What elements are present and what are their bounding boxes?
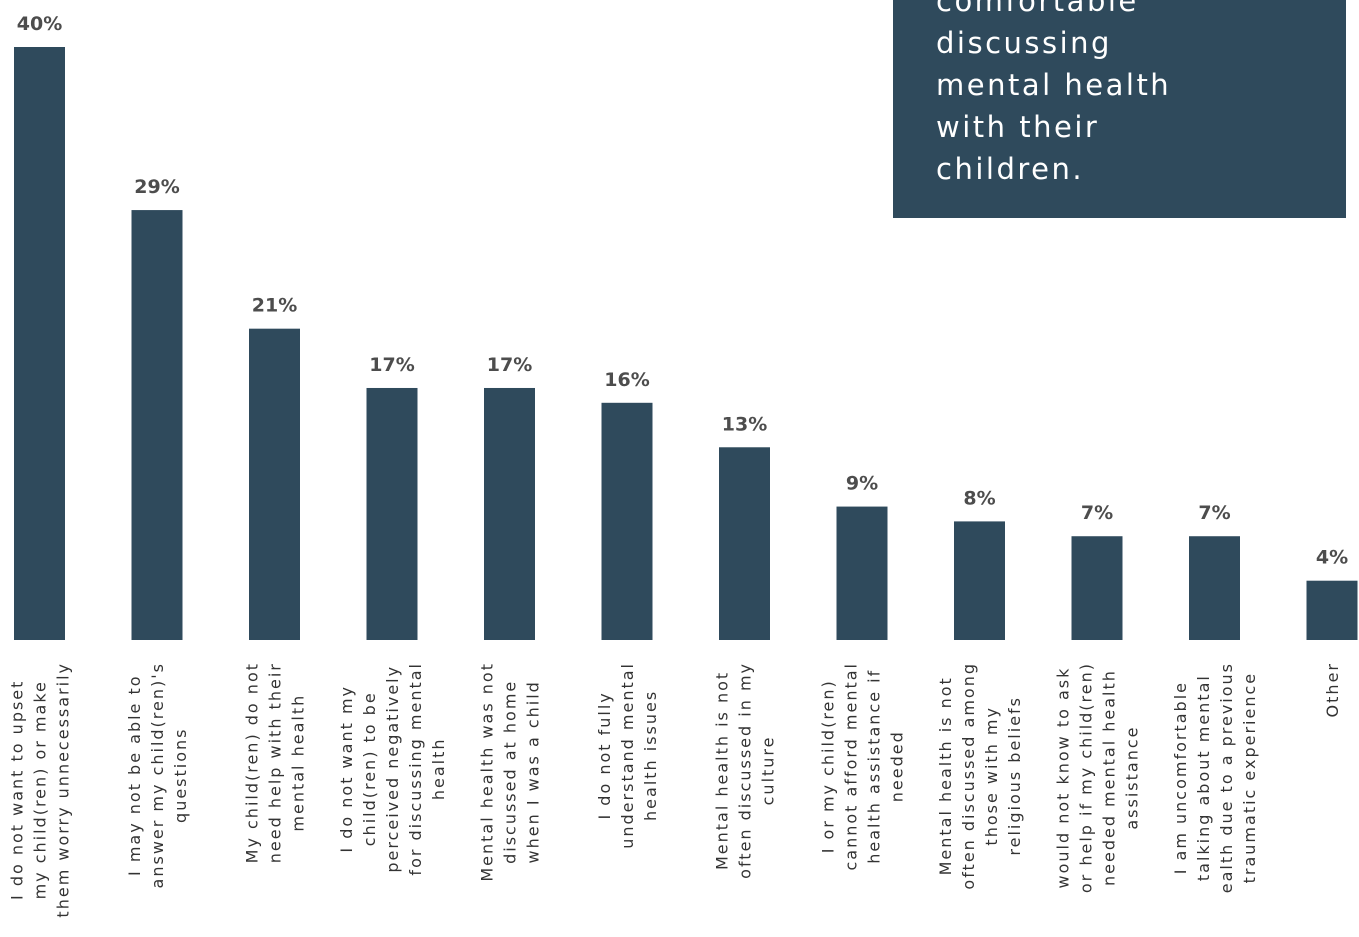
bar: [484, 387, 535, 640]
category-label-line: when I was a child: [524, 680, 543, 863]
category-label-line: often discussed among: [959, 662, 978, 890]
bar: [366, 387, 418, 640]
category-label-line: my child(ren) or make: [31, 680, 50, 899]
value-label: 16%: [604, 369, 649, 391]
category-label-line: Mental health is not: [936, 676, 955, 875]
value-label: 17%: [487, 354, 532, 376]
category-label-line: needed: [888, 730, 907, 802]
category-label-line: I do not want to upset: [8, 680, 27, 900]
category-label-line: I do not fully: [595, 691, 614, 819]
category-label-line: I or my child(ren): [819, 679, 838, 853]
category-label-line: culture: [759, 735, 778, 805]
category-labels-group: I do not want to upset my child(ren) or m…: [8, 662, 1343, 918]
category-label-line: often discussed in my: [736, 662, 755, 879]
category-label-line: Mental health was not: [478, 662, 497, 882]
bar: [249, 328, 300, 640]
bar: [131, 210, 183, 640]
category-label-line: mental health: [289, 694, 308, 832]
value-label: 7%: [1081, 502, 1113, 524]
value-label: 9%: [846, 473, 878, 495]
svg-text:Other: Other: [1323, 662, 1342, 717]
bars-group: [14, 47, 1358, 640]
category-label: Mental health is not often discussed amon…: [936, 662, 1024, 890]
category-label-line: would not know to ask: [1054, 667, 1073, 889]
category-label: I may not be able to answer my child(ren)…: [125, 662, 190, 888]
category-label: I or my child(ren) cannot afford mental he…: [819, 662, 907, 871]
callout-text: comfortable discussing mental health wit…: [936, 0, 1172, 186]
category-label-line: or help if my child(ren): [1077, 662, 1096, 893]
category-label-line: discussed at home: [501, 680, 520, 864]
category-label: My child(ren) do not need help with their…: [243, 662, 308, 863]
category-label-line: needed mental health: [1100, 669, 1119, 886]
value-label: 40%: [17, 13, 62, 35]
bar: [1071, 536, 1123, 640]
category-label-line: health issues: [641, 690, 660, 821]
bar: [14, 47, 65, 640]
bar: [1306, 580, 1358, 640]
category-label: I do not fully understand mental health is…: [595, 662, 660, 849]
category-label-line: health assistance if: [865, 669, 884, 864]
category-label-line: child(ren) to be: [360, 691, 379, 846]
category-label-line: questions: [171, 727, 190, 822]
category-label-line: My child(ren) do not: [243, 662, 262, 863]
value-label: 21%: [252, 295, 297, 317]
category-label: Mental health was not discussed at home wh…: [478, 662, 543, 882]
category-label-line: for discussing mental: [406, 662, 425, 876]
value-label: 13%: [722, 413, 767, 435]
category-label-line: Mental health is not: [713, 671, 732, 870]
category-label: Mental health is not often discussed in m…: [713, 662, 778, 879]
category-label: Other: [1323, 662, 1342, 717]
category-label-line: religious beliefs: [1005, 696, 1024, 856]
category-label-line: ealth due to a previous: [1217, 662, 1236, 893]
category-label-line: perceived negatively: [383, 665, 402, 873]
category-label: I do not want to upset my child(ren) or m…: [8, 662, 73, 918]
category-label-line: Other: [1323, 662, 1342, 717]
category-label-line: health: [429, 737, 448, 800]
value-label: 8%: [963, 487, 995, 509]
bar: [954, 521, 1005, 640]
value-label: 7%: [1198, 502, 1230, 524]
value-labels-group: 40% 29% 21% 17% 17% 16% 13% 9% 8% 7% 7% 4%: [17, 13, 1348, 569]
svg-text:I or my child(ren)cannot affor: I or my child(ren) cannot afford mental he…: [819, 662, 907, 871]
category-label: would not know to ask or help if my child…: [1054, 662, 1142, 893]
value-label: 29%: [134, 176, 179, 198]
category-label: I do not want my child(ren) to be perceive…: [337, 662, 448, 876]
category-label: I am uncomfortable talking about mental ea…: [1171, 662, 1259, 893]
bar: [1189, 536, 1240, 640]
category-label-line: need help with their: [266, 662, 285, 863]
category-label-line: understand mental: [618, 662, 637, 849]
bar: [836, 506, 888, 640]
value-label: 4%: [1316, 547, 1348, 569]
category-label-line: answer my child(ren)'s: [148, 662, 167, 888]
category-label-line: I am uncomfortable: [1171, 681, 1190, 874]
category-label-line: traumatic experience: [1240, 672, 1259, 883]
category-label-line: talking about mental: [1194, 674, 1213, 881]
category-label-line: them worry unnecessarily: [54, 662, 73, 918]
callout-box: comfortable discussing mental health wit…: [893, 0, 1346, 218]
category-label-line: cannot afford mental: [842, 662, 861, 871]
category-label-line: assistance: [1123, 725, 1142, 829]
category-label-line: those with my: [982, 706, 1001, 846]
value-label: 17%: [369, 354, 414, 376]
category-label-line: I may not be able to: [125, 674, 144, 876]
bar: [601, 402, 653, 640]
category-label-line: I do not want my: [337, 685, 356, 853]
bar: [719, 447, 770, 640]
